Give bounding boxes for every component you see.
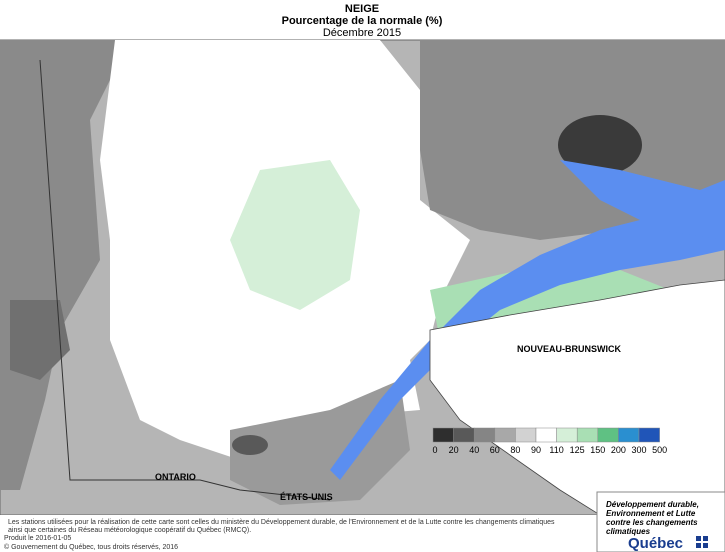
legend-swatch <box>618 427 640 443</box>
logo-box <box>596 491 725 552</box>
map: NOUVEAU-BRUNSWICK ONTARIO ÉTATS-UNIS <box>0 39 725 516</box>
legend-label: 150 <box>590 445 605 455</box>
footer-note: ainsi que certaines du Réseau météorolog… <box>8 527 251 534</box>
legend-swatch <box>494 427 516 443</box>
region-label: ONTARIO <box>155 472 196 482</box>
legend: 0 20 40 60 80 90 110 125 150 200 300 500 <box>432 427 667 455</box>
subtitle: Pourcentage de la normale (%) <box>282 15 443 27</box>
legend-label: 80 <box>510 445 520 455</box>
border <box>39 59 331 501</box>
legend-label: 90 <box>531 445 541 455</box>
legend-swatch <box>638 427 660 443</box>
logo-flag <box>696 536 708 548</box>
legend-label: 20 <box>449 445 459 455</box>
legend-label: 40 <box>469 445 479 455</box>
legend-swatch <box>473 427 496 443</box>
green-zone-inland <box>230 160 360 310</box>
footer-copyright: © Gouvernement du Québec, tous droits ré… <box>4 543 178 551</box>
logo-line: contre les changements <box>606 518 698 527</box>
legend-swatch <box>432 427 454 443</box>
legend-swatch <box>556 427 578 443</box>
legend-label: 500 <box>652 445 667 455</box>
region-label: ÉTATS-UNIS <box>280 492 333 502</box>
legend-label: 110 <box>549 445 563 455</box>
legend-swatch <box>515 427 537 443</box>
title: NEIGE <box>345 3 379 15</box>
dark-zone-sw <box>10 300 70 380</box>
legend-label: 200 <box>611 445 626 455</box>
gray-zone-south <box>230 380 410 505</box>
legend-swatch <box>535 427 557 443</box>
legend-label: 0 <box>432 445 437 455</box>
logo-line: climatiques <box>606 527 651 536</box>
logo-line: Développement durable, <box>606 500 699 509</box>
dark-zone-core <box>558 115 642 175</box>
logo-name: Québec <box>628 535 683 552</box>
legend-swatch <box>453 427 475 443</box>
legend-label: 125 <box>570 445 585 455</box>
new-brunswick-area <box>429 279 725 516</box>
logo-line: Environnement et Lutte <box>606 509 696 518</box>
legend-swatch <box>576 427 599 443</box>
legend-label: 300 <box>631 445 646 455</box>
legend-label: 60 <box>490 445 500 455</box>
legend-swatch <box>597 427 619 443</box>
dark-spot <box>232 435 268 455</box>
footer-produced: Produit le 2016-01-05 <box>4 535 71 542</box>
st-lawrence <box>330 190 725 480</box>
period: Décembre 2015 <box>323 27 401 39</box>
region-label: NOUVEAU-BRUNSWICK <box>517 344 621 354</box>
gulf <box>560 160 725 240</box>
footer-note: Les stations utilisées pour la réalisati… <box>8 519 555 526</box>
